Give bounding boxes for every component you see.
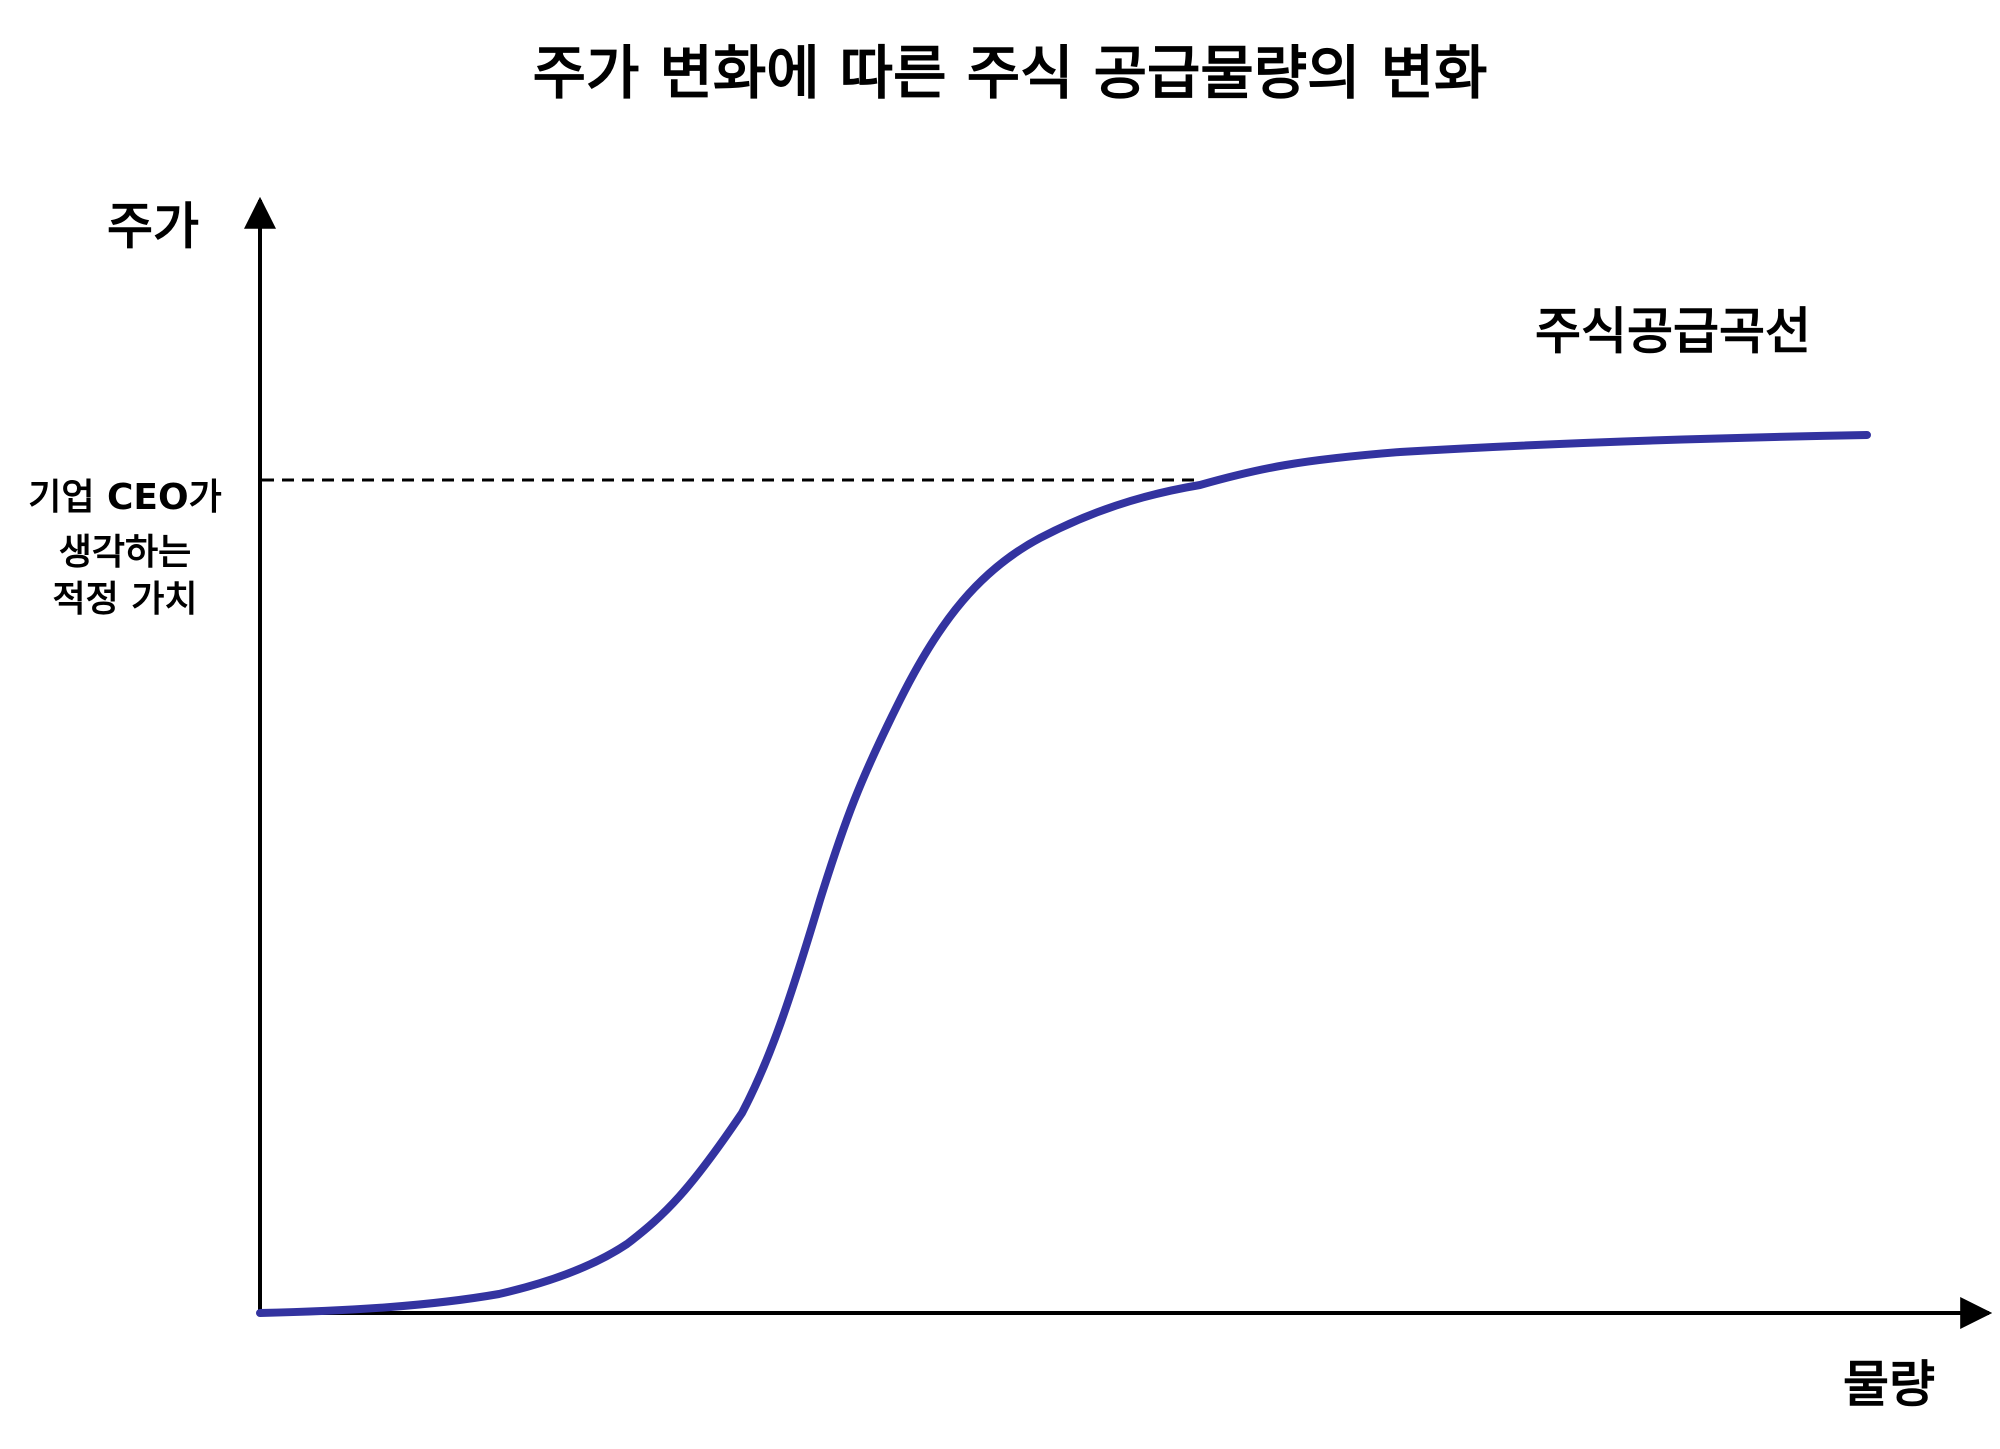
supply-curve <box>256 431 1871 1317</box>
reference-label: 적정 가치 <box>52 579 197 620</box>
x-axis-label: 물량 <box>1843 1356 1935 1414</box>
reference-label: 생각하는 <box>59 532 191 573</box>
y-axis-label: 주가 <box>107 198 199 256</box>
reference-label: 기업 CEO가 <box>28 477 222 518</box>
title: 주가 변화에 따른 주식 공급물량의 변화 <box>533 39 1488 107</box>
curve-label: 주식공급곡선 <box>1535 303 1811 361</box>
